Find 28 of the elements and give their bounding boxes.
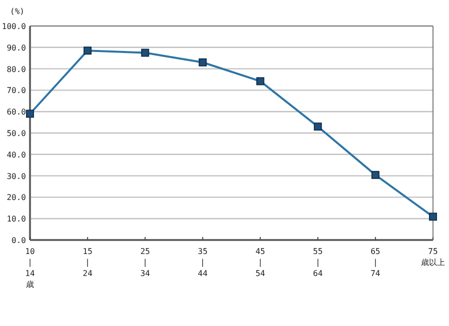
point [141,48,150,57]
x-tick-label: 15 | 24 [82,247,93,278]
y-tick-label: 20.0 [6,193,26,202]
x-tick-label: 55 | 64 [313,247,323,278]
point [198,58,207,66]
y-tick-label: 80.0 [6,64,26,74]
y-tick-label: 70.0 [6,86,26,96]
x-tick-label: 65 | 74 [370,247,380,278]
point [371,170,380,179]
y-tick-label: 30.0 [6,172,26,181]
point [314,122,322,131]
y-tick-label: 50.0 [6,129,26,138]
point [26,110,34,118]
y-tick-label: 10.0 [6,214,26,224]
x-tick-label: 35 | 44 [198,247,208,278]
y-tick-label: 40.0 [6,150,26,160]
y-tick-label: 60.0 [6,108,26,117]
x-tick-label: 75 歳以上 [421,247,445,267]
x-tick-label: 45 | 54 [255,247,266,278]
point [429,212,437,221]
point [84,46,92,55]
y-tick-label: 100.0 [2,22,26,31]
x-tick-label: 25 | 34 [140,247,150,278]
x-tick-label: 10 | 14 歳 [25,247,35,289]
y-tick-label: 90.0 [6,43,26,52]
y-tick-label: 0.0 [12,236,26,245]
point [256,77,264,86]
y-axis-title: (%) [10,7,24,16]
